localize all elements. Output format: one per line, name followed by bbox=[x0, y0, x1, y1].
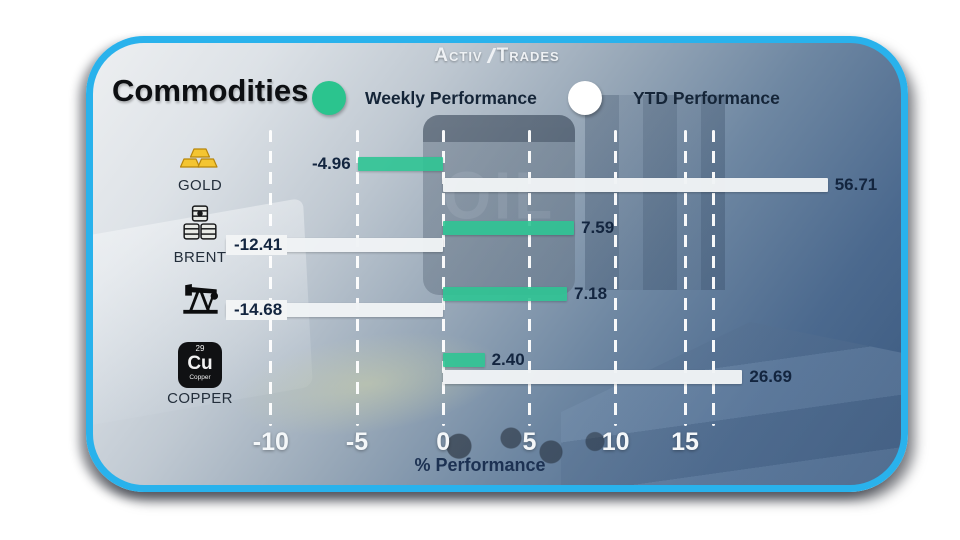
logo-text-activ: Activ bbox=[434, 45, 483, 66]
category-brent: BRENT bbox=[150, 204, 250, 266]
gridline--10 bbox=[269, 130, 273, 426]
weekly-value-label: 7.59 bbox=[581, 218, 615, 237]
weekly-value-label: -4.96 bbox=[311, 154, 351, 173]
x-tick-label--10: -10 bbox=[252, 428, 289, 456]
oil-pump-jack-icon bbox=[179, 284, 221, 319]
infographic-card: OIL Activ Trades Commodities Weekly Perfo… bbox=[86, 36, 908, 492]
weekly-legend-dot-icon bbox=[312, 81, 346, 115]
page-title: Commodities bbox=[112, 73, 309, 108]
x-axis-label: % Performance bbox=[414, 455, 546, 475]
ytd-bar bbox=[443, 370, 743, 384]
x-tick-label-0: 0 bbox=[436, 428, 451, 456]
weekly-bar bbox=[357, 157, 444, 171]
gridline-15 bbox=[683, 130, 687, 426]
ytd-bar bbox=[443, 178, 828, 192]
category-label: COPPER bbox=[167, 390, 233, 407]
weekly-bar bbox=[443, 221, 575, 235]
copper-symbol: Cu bbox=[187, 353, 213, 374]
ytd-legend-dot-icon bbox=[568, 81, 602, 115]
category-copper: 29 Cu Copper COPPER bbox=[150, 342, 250, 407]
plot-area: -4.96 56.71 7.59 -12.41 7.18 -14.68 2.40 26.69 bbox=[226, 130, 877, 426]
ytd-legend-label: YTD Performance bbox=[633, 88, 780, 108]
category-label: BRENT bbox=[173, 249, 227, 266]
oil-barrels-icon bbox=[181, 205, 219, 246]
gridline-20 bbox=[712, 130, 716, 426]
weekly-bar bbox=[443, 353, 485, 367]
activtrades-logo: Activ Trades bbox=[93, 45, 901, 67]
gridline-10 bbox=[614, 130, 618, 426]
x-tick-label-10: 10 bbox=[601, 428, 630, 456]
copper-element-icon: 29 Cu Copper bbox=[178, 342, 222, 388]
copper-atomic-number: 29 bbox=[195, 344, 205, 353]
logo-text-trades: Trades bbox=[496, 45, 560, 66]
weekly-value-label: 2.40 bbox=[491, 350, 525, 369]
x-tick-label-5: 5 bbox=[522, 428, 537, 456]
ytd-value-label: -14.68 bbox=[226, 300, 288, 320]
ytd-value-label: 26.69 bbox=[749, 367, 792, 386]
gridline--5 bbox=[355, 130, 359, 426]
gold-ingots-icon bbox=[179, 148, 220, 174]
gridline-0 bbox=[441, 130, 445, 426]
ytd-value-label: -12.41 bbox=[226, 235, 288, 255]
x-tick-label-15: 15 bbox=[671, 428, 699, 456]
background-dark-barrels-image bbox=[585, 95, 725, 290]
gridline-5 bbox=[527, 130, 531, 426]
category-gold: GOLD bbox=[150, 146, 250, 194]
ytd-value-label: 56.71 bbox=[834, 175, 878, 194]
x-tick-label--5: -5 bbox=[345, 428, 369, 456]
background-coal-image bbox=[423, 416, 623, 474]
weekly-value-label: 7.18 bbox=[574, 284, 608, 303]
background-oil-barrel-image: OIL bbox=[423, 115, 575, 295]
category-label: GOLD bbox=[177, 177, 223, 194]
copper-element-name: Copper bbox=[189, 374, 211, 381]
category-crude-oil bbox=[150, 279, 250, 322]
weekly-legend-label: Weekly Performance bbox=[365, 88, 537, 108]
weekly-bar bbox=[443, 287, 567, 301]
logo-slash-icon bbox=[486, 48, 496, 63]
